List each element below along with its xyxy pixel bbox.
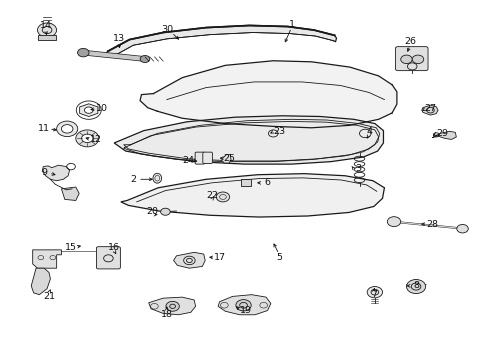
Circle shape [78,48,89,57]
Polygon shape [173,252,205,268]
Circle shape [84,107,93,113]
FancyBboxPatch shape [39,35,56,40]
Circle shape [400,55,411,64]
FancyBboxPatch shape [195,152,204,164]
Text: 29: 29 [435,129,447,138]
Circle shape [57,121,78,136]
Polygon shape [61,187,79,201]
Text: 14: 14 [40,21,52,30]
Circle shape [165,301,179,311]
Circle shape [456,224,468,233]
Text: 5: 5 [275,253,282,262]
Text: 19: 19 [239,306,251,315]
Text: 3: 3 [355,164,361,173]
Text: 1: 1 [288,19,294,28]
Polygon shape [42,165,69,181]
Polygon shape [218,294,270,315]
FancyBboxPatch shape [203,152,212,163]
Circle shape [160,208,170,215]
Circle shape [406,279,425,294]
Polygon shape [140,61,396,128]
Text: 7: 7 [370,290,376,299]
FancyBboxPatch shape [395,47,427,71]
Text: 16: 16 [108,243,120,252]
Circle shape [76,130,99,147]
Polygon shape [221,154,231,163]
Polygon shape [114,116,383,164]
Text: 30: 30 [161,24,173,33]
Text: 24: 24 [182,156,194,165]
FancyBboxPatch shape [96,247,120,269]
Text: 13: 13 [113,34,125,43]
Text: 12: 12 [90,135,102,144]
Polygon shape [421,105,437,115]
Polygon shape [431,131,455,139]
Circle shape [366,287,382,298]
Ellipse shape [153,173,161,183]
Text: 11: 11 [38,124,50,133]
Text: 17: 17 [213,253,225,262]
Circle shape [411,55,423,64]
Polygon shape [80,104,98,117]
Polygon shape [121,174,384,217]
Circle shape [61,125,73,133]
Circle shape [216,192,229,202]
Text: 25: 25 [223,154,235,163]
Text: 18: 18 [161,310,173,319]
Polygon shape [105,26,336,56]
Text: 9: 9 [41,168,47,177]
Text: 27: 27 [424,104,436,113]
Text: 2: 2 [130,175,136,184]
Text: 6: 6 [264,178,270,187]
Circle shape [235,300,251,311]
Polygon shape [31,268,50,294]
Text: 10: 10 [96,104,107,113]
Text: 8: 8 [412,282,418,290]
Circle shape [140,55,149,63]
Text: 20: 20 [146,207,158,216]
Polygon shape [33,250,61,268]
Text: 22: 22 [205,192,218,201]
Text: 26: 26 [403,37,415,46]
Circle shape [81,134,93,143]
Text: 4: 4 [366,127,371,136]
Circle shape [38,23,57,37]
FancyBboxPatch shape [240,179,251,186]
Text: 21: 21 [43,292,55,301]
Circle shape [386,217,400,226]
Polygon shape [148,297,195,315]
Text: 23: 23 [272,127,285,136]
Text: 15: 15 [65,243,77,252]
Text: 28: 28 [426,220,437,229]
